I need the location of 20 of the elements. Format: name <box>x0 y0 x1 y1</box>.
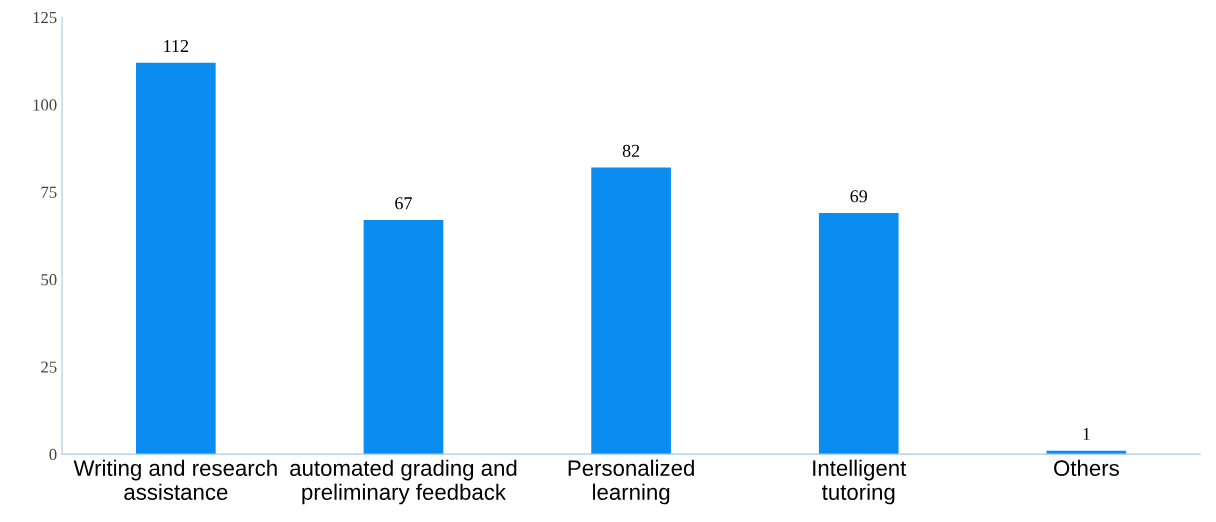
x-tick-label: Personalized learning <box>568 459 694 505</box>
y-tick-label: 125 <box>33 11 57 24</box>
bar <box>818 212 899 455</box>
data-label: 1 <box>1083 427 1090 440</box>
y-tick-label: 0 <box>49 448 57 461</box>
y-tick-label: 100 <box>33 99 57 111</box>
data-label: 67 <box>395 197 412 210</box>
y-tick-label: 75 <box>41 186 57 198</box>
bar <box>591 167 671 455</box>
bar <box>363 219 444 455</box>
x-tick-label: Others <box>1054 459 1119 477</box>
x-tick-label: Intelligent tutoring <box>813 459 907 505</box>
y-tick-label: 25 <box>41 361 57 373</box>
x-tick-label: Writing and research assistance <box>73 459 277 500</box>
data-label: 69 <box>850 190 868 203</box>
x-tick-label: automated grading and preliminary feedback <box>290 459 517 505</box>
bar <box>136 62 216 455</box>
y-tick-label: 50 <box>41 274 57 286</box>
data-label: 82 <box>622 144 640 157</box>
data-label: 112 <box>164 39 189 52</box>
